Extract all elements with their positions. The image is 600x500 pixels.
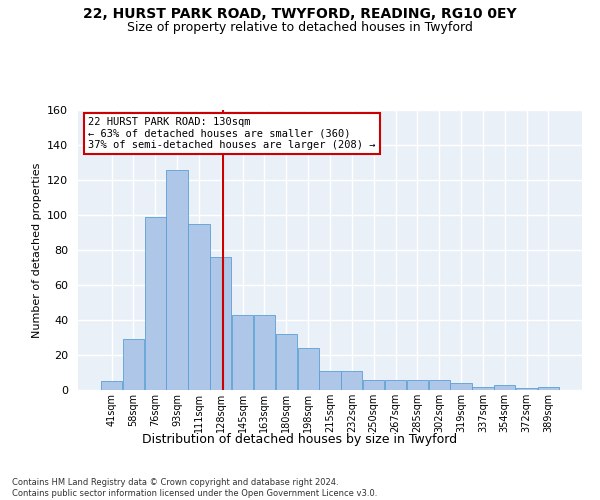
Bar (319, 371, 341, 390)
Bar (385, 380, 406, 390)
Bar (210, 257, 232, 390)
Bar (145, 217, 166, 390)
Bar (407, 380, 428, 390)
Bar (516, 388, 537, 390)
Text: 22, HURST PARK ROAD, TWYFORD, READING, RG10 0EY: 22, HURST PARK ROAD, TWYFORD, READING, R… (83, 8, 517, 22)
Text: Contains HM Land Registry data © Crown copyright and database right 2024.
Contai: Contains HM Land Registry data © Crown c… (12, 478, 377, 498)
Bar (428, 380, 450, 390)
Bar (494, 385, 515, 390)
Bar (276, 334, 297, 390)
Bar (101, 381, 122, 390)
Bar (166, 170, 188, 390)
Bar (254, 315, 275, 390)
Bar (472, 386, 494, 390)
Bar (188, 224, 209, 390)
Bar (123, 339, 144, 390)
Bar (232, 315, 253, 390)
Bar (538, 386, 559, 390)
Text: Distribution of detached houses by size in Twyford: Distribution of detached houses by size … (142, 432, 458, 446)
Bar (363, 380, 384, 390)
Bar (298, 348, 319, 390)
Text: 22 HURST PARK ROAD: 130sqm
← 63% of detached houses are smaller (360)
37% of sem: 22 HURST PARK ROAD: 130sqm ← 63% of deta… (88, 117, 376, 150)
Bar (451, 383, 472, 390)
Bar (341, 371, 362, 390)
Text: Size of property relative to detached houses in Twyford: Size of property relative to detached ho… (127, 21, 473, 34)
Y-axis label: Number of detached properties: Number of detached properties (32, 162, 41, 338)
